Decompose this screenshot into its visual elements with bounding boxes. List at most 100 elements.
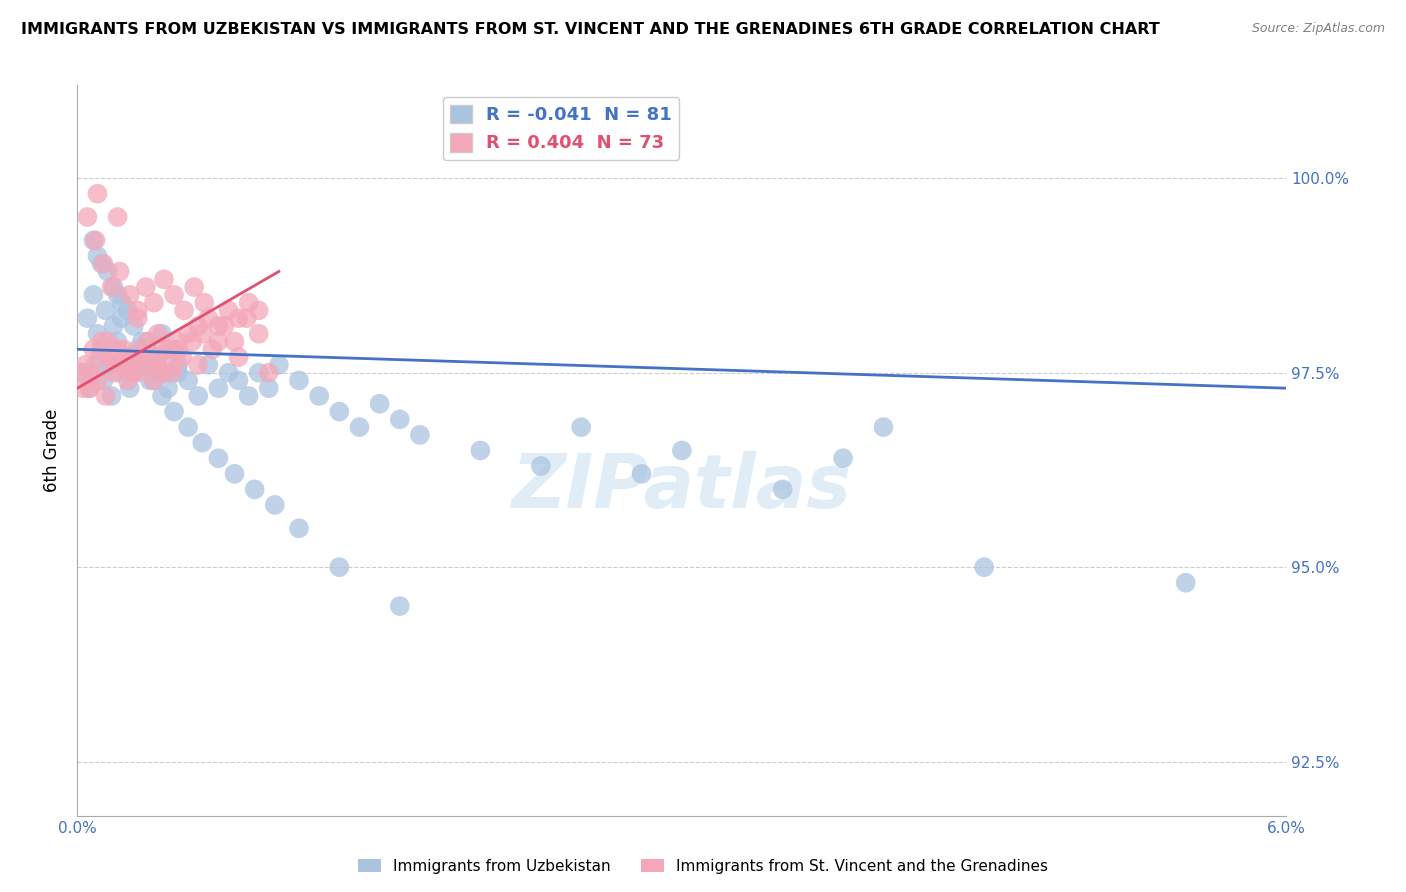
Point xyxy=(103,318,125,333)
Point xyxy=(72,381,94,395)
Point xyxy=(107,334,129,349)
Point xyxy=(243,483,266,497)
Point xyxy=(569,420,592,434)
Point xyxy=(98,350,121,364)
Point xyxy=(96,334,118,349)
Legend: R = -0.041  N = 81, R = 0.404  N = 73: R = -0.041 N = 81, R = 0.404 N = 73 xyxy=(443,97,679,160)
Point xyxy=(183,280,205,294)
Point xyxy=(163,343,186,357)
Point xyxy=(235,311,257,326)
Point xyxy=(349,420,371,434)
Text: Source: ZipAtlas.com: Source: ZipAtlas.com xyxy=(1251,22,1385,36)
Point xyxy=(103,280,125,294)
Point xyxy=(207,381,229,395)
Point xyxy=(96,264,118,278)
Point xyxy=(177,326,200,341)
Point xyxy=(94,389,117,403)
Point xyxy=(193,295,215,310)
Point xyxy=(90,257,112,271)
Point xyxy=(122,318,145,333)
Point xyxy=(145,358,167,372)
Point xyxy=(90,343,112,357)
Point xyxy=(872,420,894,434)
Point xyxy=(146,350,169,364)
Point xyxy=(127,358,149,372)
Point xyxy=(288,521,311,535)
Point xyxy=(112,343,135,357)
Point xyxy=(108,366,131,380)
Point xyxy=(388,599,411,613)
Point xyxy=(191,326,214,341)
Point xyxy=(131,358,153,372)
Point xyxy=(308,389,330,403)
Point xyxy=(153,272,176,286)
Point xyxy=(197,311,219,326)
Point xyxy=(131,334,153,349)
Point xyxy=(368,397,391,411)
Point xyxy=(247,303,270,318)
Point xyxy=(86,326,108,341)
Point xyxy=(671,443,693,458)
Point xyxy=(247,366,270,380)
Point xyxy=(131,343,153,357)
Point xyxy=(82,288,104,302)
Point xyxy=(107,210,129,224)
Y-axis label: 6th Grade: 6th Grade xyxy=(44,409,62,492)
Point xyxy=(86,186,108,201)
Point xyxy=(228,311,250,326)
Point xyxy=(328,560,350,574)
Point xyxy=(328,404,350,418)
Point xyxy=(150,366,173,380)
Point xyxy=(157,381,180,395)
Point xyxy=(214,318,236,333)
Point xyxy=(117,303,139,318)
Point xyxy=(86,373,108,387)
Point xyxy=(136,358,159,372)
Point xyxy=(160,366,183,380)
Point xyxy=(973,560,995,574)
Point xyxy=(76,210,98,224)
Point xyxy=(218,366,240,380)
Point xyxy=(72,366,94,380)
Point xyxy=(218,303,240,318)
Point xyxy=(228,373,250,387)
Point xyxy=(207,318,229,333)
Point xyxy=(157,366,180,380)
Point xyxy=(117,373,139,387)
Point xyxy=(197,358,219,372)
Point xyxy=(207,334,229,349)
Point xyxy=(238,295,260,310)
Point xyxy=(228,350,250,364)
Point xyxy=(167,343,190,357)
Point xyxy=(224,467,246,481)
Point xyxy=(167,334,190,349)
Point xyxy=(288,373,311,387)
Point xyxy=(127,343,149,357)
Point xyxy=(86,249,108,263)
Point xyxy=(108,264,131,278)
Point xyxy=(177,373,200,387)
Point xyxy=(530,458,553,473)
Point xyxy=(80,366,103,380)
Point xyxy=(172,350,194,364)
Point xyxy=(224,334,246,349)
Point xyxy=(89,350,111,364)
Point xyxy=(98,358,121,372)
Point xyxy=(150,389,173,403)
Text: ZIPatlas: ZIPatlas xyxy=(512,450,852,524)
Point xyxy=(150,326,173,341)
Point xyxy=(142,373,165,387)
Point xyxy=(772,483,794,497)
Point xyxy=(157,343,180,357)
Point xyxy=(177,420,200,434)
Point xyxy=(70,366,93,380)
Point xyxy=(409,428,432,442)
Point xyxy=(107,343,129,357)
Point xyxy=(201,343,224,357)
Point xyxy=(191,435,214,450)
Point xyxy=(79,381,101,395)
Point xyxy=(167,358,190,372)
Point xyxy=(127,303,149,318)
Point xyxy=(122,350,145,364)
Point xyxy=(107,288,129,302)
